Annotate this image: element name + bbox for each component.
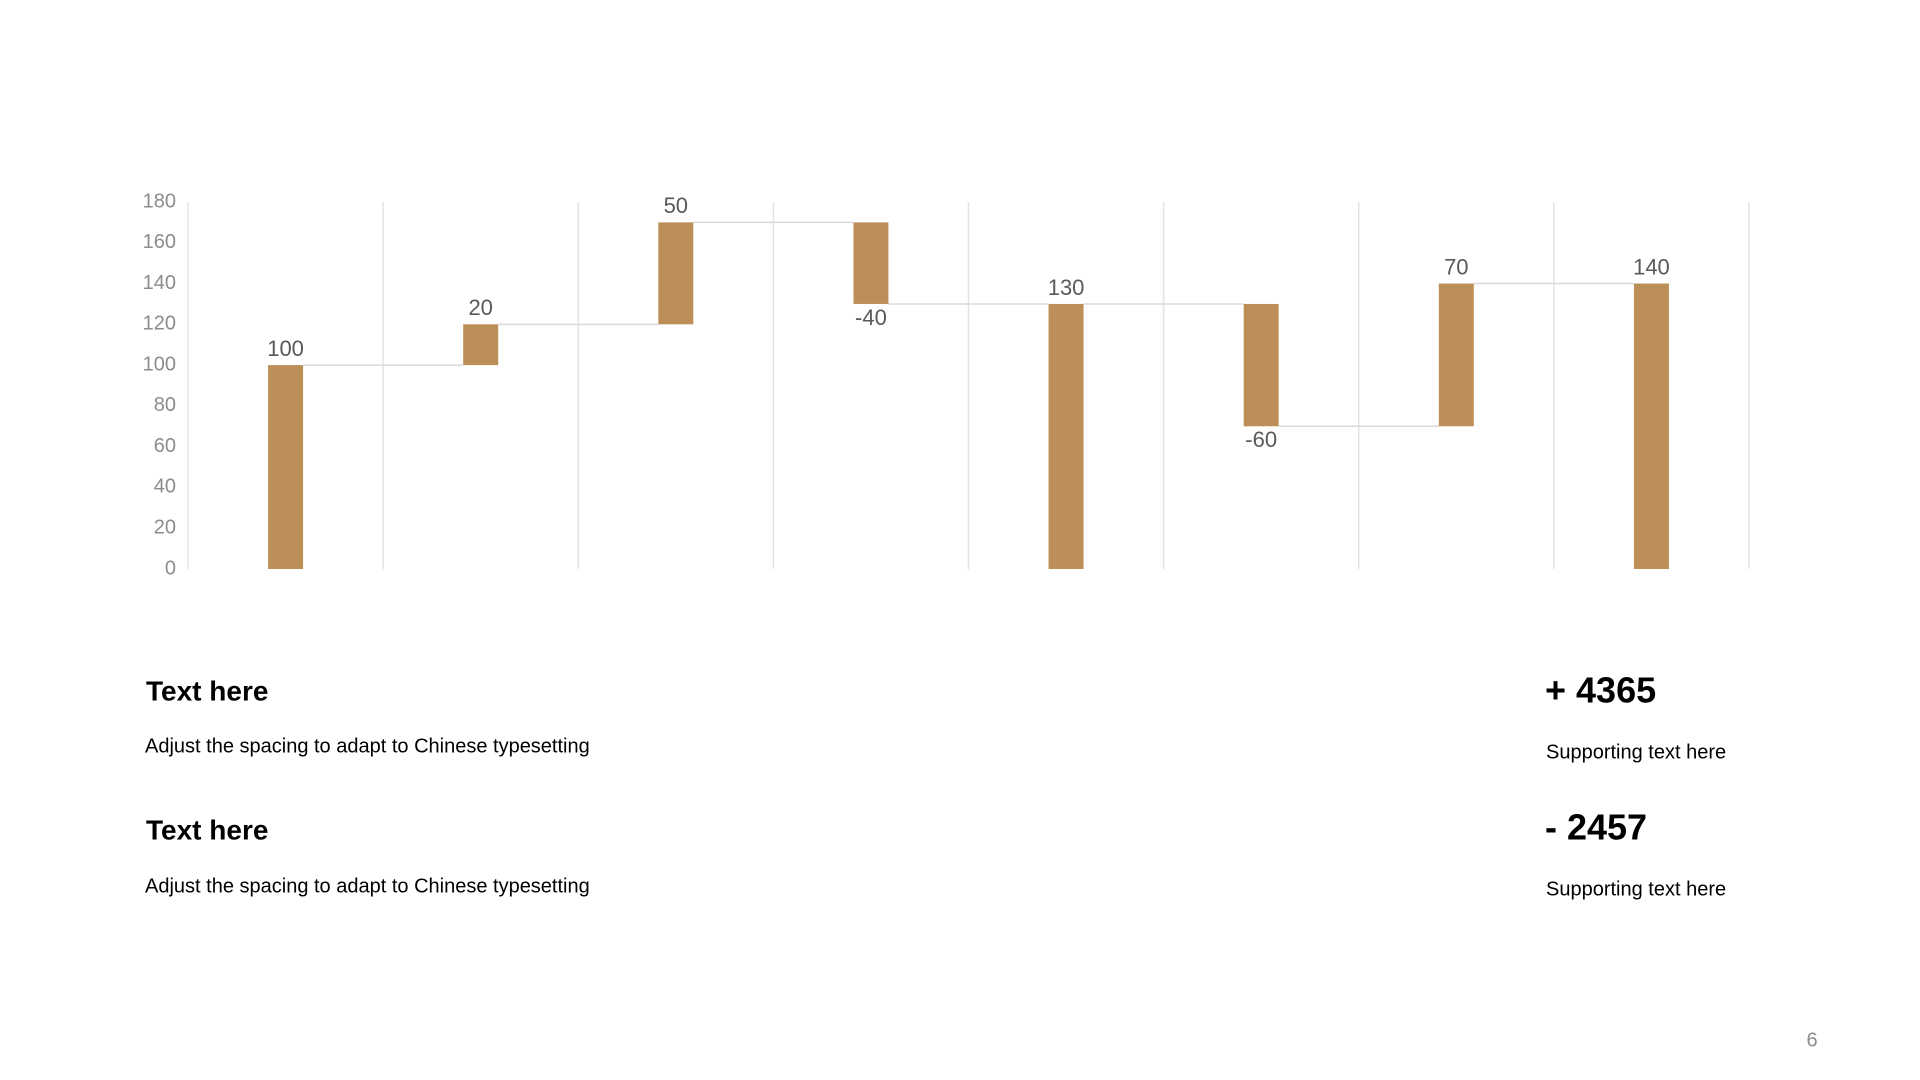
block-body: Adjust the spacing to adapt to Chinese t… xyxy=(145,735,590,757)
data-label: 50 xyxy=(664,193,688,218)
block-title: Text here xyxy=(146,814,268,845)
bar xyxy=(1438,283,1474,427)
y-tick-label: 140 xyxy=(143,272,176,294)
block-body: Adjust the spacing to adapt to Chinese t… xyxy=(145,875,590,897)
y-tick-label: 20 xyxy=(154,517,176,539)
bar xyxy=(1633,283,1669,569)
data-label: 70 xyxy=(1444,254,1468,279)
bar xyxy=(268,365,304,569)
bar xyxy=(463,324,499,366)
stat-label: Supporting text here xyxy=(1546,741,1726,763)
y-tick-label: 180 xyxy=(143,190,176,212)
data-label: -40 xyxy=(855,305,887,330)
y-tick-label: 100 xyxy=(143,353,176,375)
y-tick-label: 120 xyxy=(143,313,176,335)
bar xyxy=(1048,303,1084,569)
data-label: 20 xyxy=(468,295,492,320)
data-label: 140 xyxy=(1633,254,1670,279)
stat-label: Supporting text here xyxy=(1546,878,1726,900)
data-label: 130 xyxy=(1048,275,1085,300)
y-tick-label: 0 xyxy=(165,557,176,579)
block-title: Text here xyxy=(146,675,268,706)
stat-value: - 2457 xyxy=(1545,807,1647,848)
data-label: 100 xyxy=(267,336,304,361)
page-number: 6 xyxy=(1806,1029,1817,1051)
bar xyxy=(658,222,694,325)
bar xyxy=(853,222,889,304)
bar xyxy=(1243,303,1279,427)
y-tick-label: 40 xyxy=(154,476,176,498)
y-tick-label: 60 xyxy=(154,435,176,457)
y-tick-label: 80 xyxy=(154,394,176,416)
y-tick-label: 160 xyxy=(143,231,176,253)
data-label: -60 xyxy=(1245,427,1277,452)
stat-value: + 4365 xyxy=(1545,670,1656,711)
